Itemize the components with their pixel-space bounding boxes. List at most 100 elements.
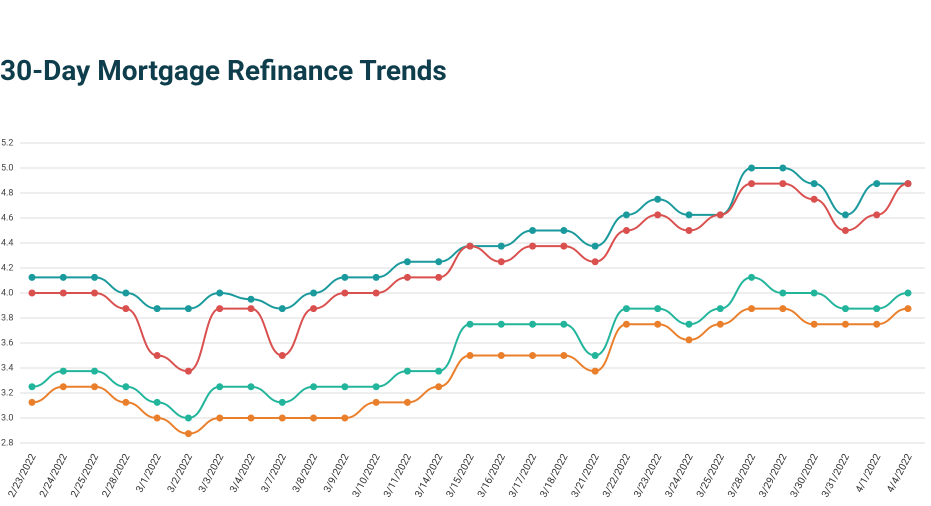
x-tick-label: 3/4/2022 [228, 452, 258, 495]
data-point [591, 352, 599, 359]
x-tick-label: 3/28/2022 [726, 452, 758, 500]
data-point [59, 367, 67, 375]
x-tick-label: 3/21/2022 [570, 452, 602, 500]
y-tick-label: 4.6 [1, 213, 14, 223]
chart-title: 30-Day Mortgage Refinance Trends [0, 54, 447, 87]
x-tick-label: 3/15/2022 [445, 452, 477, 500]
data-point [153, 305, 161, 313]
data-point [435, 367, 443, 375]
y-tick-label: 3.2 [1, 388, 14, 398]
x-tick-label: 2/25/2022 [69, 452, 101, 500]
data-point [654, 320, 662, 328]
data-point [278, 305, 286, 313]
data-point [278, 352, 286, 359]
data-point [841, 227, 849, 234]
data-point [591, 258, 599, 266]
data-point [904, 289, 912, 297]
data-point [466, 242, 474, 250]
data-point [529, 352, 537, 359]
data-point [779, 180, 787, 188]
data-point [654, 305, 662, 313]
data-point [904, 305, 912, 313]
data-point [153, 352, 161, 359]
data-point [841, 305, 849, 313]
x-tick-label: 3/10/2022 [351, 452, 383, 500]
y-tick-label: 4.8 [1, 188, 14, 198]
series-line [31, 276, 909, 420]
y-tick-label: 4.2 [1, 263, 14, 273]
data-point [654, 211, 662, 219]
data-point [873, 211, 881, 219]
data-point [685, 227, 693, 234]
data-point [122, 305, 130, 313]
data-point [403, 273, 411, 281]
data-point [216, 305, 224, 313]
data-point [28, 273, 36, 281]
data-point [310, 305, 318, 313]
x-tick-label: 4/1/2022 [854, 452, 884, 495]
x-tick-label: 2/24/2022 [38, 452, 70, 500]
data-point [841, 211, 849, 219]
data-point [216, 289, 224, 297]
data-point [810, 289, 818, 297]
data-point [560, 352, 568, 359]
data-point [560, 227, 568, 234]
data-point [372, 289, 380, 297]
x-tick-label: 3/3/2022 [197, 452, 227, 495]
data-point [748, 273, 756, 281]
data-point [184, 430, 192, 438]
x-tick-label: 3/29/2022 [757, 452, 789, 500]
data-point [59, 289, 67, 297]
data-point [216, 414, 224, 422]
x-tick-label: 3/31/2022 [820, 452, 852, 500]
data-point [153, 398, 161, 406]
data-point [622, 227, 630, 234]
data-point [685, 320, 693, 328]
data-point [59, 383, 67, 391]
data-point [810, 320, 818, 328]
x-tick-label: 3/11/2022 [382, 452, 414, 500]
data-point [779, 164, 787, 172]
data-point [435, 258, 443, 266]
data-point [560, 320, 568, 328]
data-point [28, 383, 36, 391]
data-point [28, 398, 36, 406]
data-point [59, 273, 67, 281]
y-tick-label: 3.4 [1, 363, 14, 373]
data-point [497, 242, 505, 250]
x-tick-label: 3/30/2022 [789, 452, 821, 500]
data-point [28, 289, 36, 297]
y-tick-label: 5.2 [1, 138, 14, 148]
data-point [685, 211, 693, 219]
data-point [122, 398, 130, 406]
data-point [341, 383, 349, 391]
x-tick-label: 3/24/2022 [664, 452, 696, 500]
data-point [403, 398, 411, 406]
y-tick-label: 3.6 [1, 338, 14, 348]
data-point [622, 320, 630, 328]
series-line [32, 167, 908, 310]
x-tick-label: 3/9/2022 [322, 452, 352, 495]
data-point [529, 242, 537, 250]
data-point [91, 273, 99, 281]
data-point [560, 242, 568, 250]
data-point [622, 211, 630, 219]
data-point [497, 258, 505, 266]
y-tick-label: 4.0 [1, 288, 14, 298]
data-point [841, 320, 849, 328]
data-point [716, 305, 724, 313]
data-point [278, 414, 286, 422]
data-point [497, 352, 505, 359]
data-point [310, 414, 318, 422]
data-point [372, 273, 380, 281]
data-point [748, 180, 756, 188]
data-point [810, 195, 818, 203]
x-tick-label: 3/7/2022 [260, 452, 290, 495]
data-point [497, 320, 505, 328]
x-tick-label: 3/23/2022 [632, 452, 664, 500]
data-point [654, 195, 662, 203]
data-point [403, 258, 411, 266]
data-point [184, 414, 192, 422]
y-tick-label: 5.0 [1, 163, 14, 173]
